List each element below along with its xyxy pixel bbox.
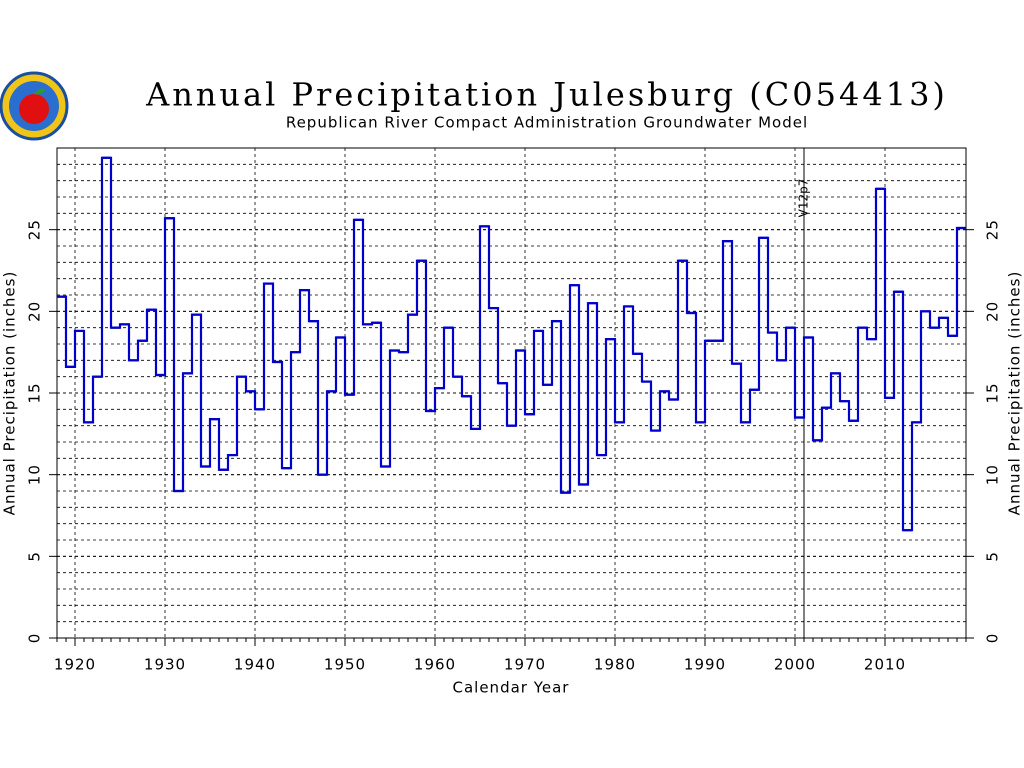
step-line bbox=[57, 156, 966, 532]
x-tick-label: 1920 bbox=[54, 656, 96, 674]
x-tick-label: 1950 bbox=[324, 656, 366, 674]
y-tick-label: 0 bbox=[26, 633, 44, 644]
chart-title: Annual Precipitation Julesburg (C054413) bbox=[145, 76, 948, 114]
y2-tick-label: 15 bbox=[984, 382, 1002, 403]
y2-tick-label: 5 bbox=[984, 551, 1002, 562]
y2-axis-label: Annual Precipitation (inches) bbox=[1006, 271, 1024, 516]
logo bbox=[0, 71, 69, 141]
y2-tick-label: 20 bbox=[984, 301, 1002, 322]
y-tick-label: 10 bbox=[26, 464, 44, 485]
y2-tick-label: 0 bbox=[984, 633, 1002, 644]
x-tick-label: 1980 bbox=[594, 656, 636, 674]
y2-tick-label: 25 bbox=[984, 219, 1002, 240]
y-tick-label: 5 bbox=[26, 551, 44, 562]
y-tick-label: 25 bbox=[26, 219, 44, 240]
plot-frame bbox=[56, 147, 967, 639]
x-tick-label: 1990 bbox=[684, 656, 726, 674]
x-tick-label: 1940 bbox=[234, 656, 276, 674]
chart-subtitle: Republican River Compact Administration … bbox=[286, 114, 808, 132]
y-tick-label: 15 bbox=[26, 382, 44, 403]
y-axis-label: Annual Precipitation (inches) bbox=[1, 271, 19, 516]
x-tick-label: 1970 bbox=[504, 656, 546, 674]
x-axis-label: Calendar Year bbox=[453, 679, 570, 697]
y-tick-label: 20 bbox=[26, 301, 44, 322]
x-tick-label: 1930 bbox=[144, 656, 186, 674]
x-tick-label: 2010 bbox=[864, 656, 906, 674]
y2-tick-label: 10 bbox=[984, 464, 1002, 485]
x-tick-label: 1960 bbox=[414, 656, 456, 674]
x-tick-label: 2000 bbox=[774, 656, 816, 674]
annotation-label: V12p7 bbox=[797, 179, 811, 218]
